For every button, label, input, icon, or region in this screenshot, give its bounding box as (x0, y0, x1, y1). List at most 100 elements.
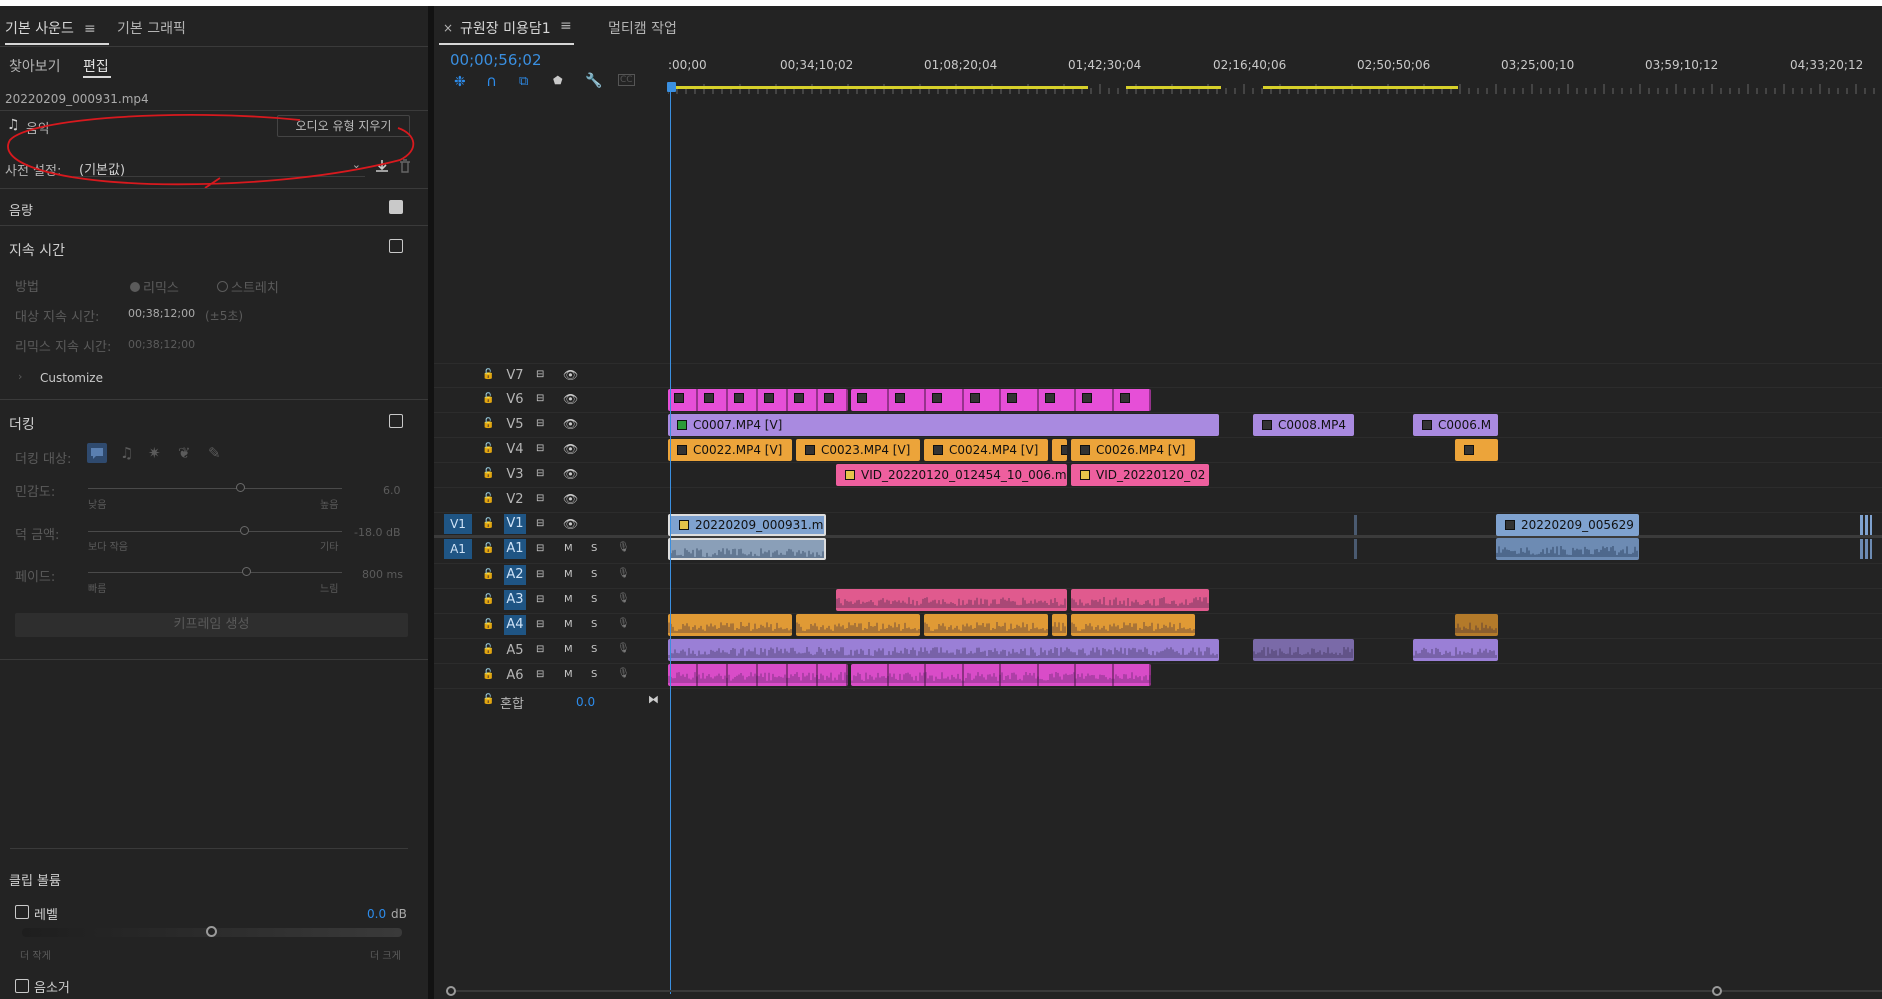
close-icon[interactable]: × (443, 21, 454, 35)
track-name[interactable]: A4 (504, 615, 526, 635)
sensitivity-value[interactable]: 6.0 (383, 484, 401, 497)
video-clip[interactable]: C0008.MP4 (1253, 414, 1354, 436)
menu-icon[interactable]: ≡ (84, 21, 96, 37)
video-clip[interactable]: VID_20220120_012454_10_006.m (836, 464, 1067, 486)
clip-segment[interactable] (728, 664, 758, 686)
duck-against-sfx-icon[interactable]: ✷ (148, 444, 161, 462)
clip-segment[interactable] (926, 389, 964, 411)
sync-lock-icon[interactable]: ⊟ (536, 468, 545, 479)
mic-icon[interactable]: 🎙 (617, 542, 630, 553)
clip-segment[interactable] (758, 389, 788, 411)
snap-magnet-icon[interactable]: ∩ (486, 72, 497, 90)
customize-toggle[interactable]: Customize (40, 371, 103, 385)
audio-clip[interactable] (668, 538, 826, 560)
clip-segment[interactable] (889, 389, 926, 411)
mic-icon[interactable]: 🎙 (617, 643, 630, 654)
mute-track-button[interactable]: M (564, 569, 573, 580)
add-marker-icon[interactable]: ⬟ (553, 74, 563, 87)
clip-segment[interactable] (728, 389, 758, 411)
lock-icon[interactable]: 🔓 (482, 694, 495, 705)
lock-icon[interactable]: 🔓 (482, 669, 495, 680)
sensitivity-slider-track[interactable] (88, 488, 342, 489)
captions-icon[interactable]: CC (618, 74, 635, 86)
loudness-checkbox[interactable] (389, 200, 403, 214)
video-clip[interactable] (1052, 439, 1067, 461)
video-clip[interactable]: 20220209_005629 (1496, 514, 1639, 536)
lock-icon[interactable]: 🔓 (482, 569, 495, 580)
track-name[interactable]: V7 (506, 368, 524, 383)
clip-segment[interactable] (668, 664, 698, 686)
level-checkbox[interactable] (15, 905, 29, 919)
target-duration-value[interactable]: 00;38;12;00 (128, 307, 196, 320)
audio-clip[interactable] (1071, 614, 1195, 636)
lock-icon[interactable]: 🔓 (482, 594, 495, 605)
track-name[interactable]: V1 (504, 514, 526, 534)
audio-clip[interactable] (1071, 589, 1209, 611)
sync-lock-icon[interactable]: ⊟ (536, 569, 545, 580)
mute-track-button[interactable]: M (564, 669, 573, 680)
mute-checkbox[interactable] (15, 979, 29, 993)
video-clip[interactable]: C0023.MP4 [V] (796, 439, 920, 461)
sync-lock-icon[interactable]: ⊟ (536, 669, 545, 680)
track-name[interactable]: A1 (504, 539, 526, 559)
duck-amount-slider-track[interactable] (88, 531, 342, 532)
audio-clip[interactable] (836, 589, 1067, 611)
clip-segment[interactable] (851, 389, 889, 411)
duck-against-dialogue-icon[interactable] (87, 443, 107, 463)
video-clip[interactable]: C0026.MP4 [V] (1071, 439, 1195, 461)
level-slider-knob[interactable] (206, 926, 217, 937)
audio-clip[interactable] (924, 614, 1048, 636)
lock-icon[interactable]: 🔓 (482, 393, 495, 404)
track-name[interactable]: A2 (504, 565, 526, 585)
horizontal-scrollbar[interactable] (446, 986, 1882, 996)
solo-track-button[interactable]: S (591, 569, 598, 580)
clip-segment[interactable] (818, 664, 848, 686)
clip-segment[interactable] (698, 389, 728, 411)
clear-audio-type-button[interactable]: 오디오 유형 지우기 (277, 115, 410, 137)
lock-icon[interactable]: 🔓 (482, 493, 495, 504)
video-clip[interactable] (851, 389, 1151, 411)
ducking-checkbox[interactable] (389, 414, 403, 428)
mute-track-button[interactable]: M (564, 619, 573, 630)
clip-segment[interactable] (964, 389, 1001, 411)
chevron-right-icon[interactable]: › (18, 370, 23, 383)
audio-clip[interactable] (668, 639, 1219, 661)
clip-segment[interactable] (1001, 389, 1039, 411)
sync-lock-icon[interactable]: ⊟ (536, 418, 545, 429)
lock-icon[interactable]: 🔓 (482, 418, 495, 429)
scrollbar-handle-right[interactable] (1712, 986, 1722, 996)
track-name[interactable]: V3 (506, 467, 524, 482)
tab-browse[interactable]: 찾아보기 (9, 59, 61, 75)
duck-amount-slider-knob[interactable] (240, 526, 249, 535)
video-clip[interactable]: 20220209_000931.m (668, 514, 826, 536)
clip-segment[interactable] (818, 389, 848, 411)
lock-icon[interactable]: 🔓 (482, 468, 495, 479)
eye-icon[interactable]: 👁 (563, 517, 579, 531)
fade-value[interactable]: 800 ms (362, 568, 403, 581)
wrench-icon[interactable]: 🔧 (585, 73, 603, 89)
eye-icon[interactable]: 👁 (563, 417, 579, 431)
method-stretch-radio[interactable]: 스트레치 (217, 277, 279, 296)
sync-lock-icon[interactable]: ⊟ (536, 518, 545, 529)
source-patch-a1[interactable]: A1 (444, 539, 472, 559)
sync-lock-icon[interactable]: ⊟ (536, 369, 545, 380)
mix-volume-value[interactable]: 0.0 (576, 695, 596, 709)
eye-icon[interactable]: 👁 (563, 368, 579, 382)
video-clip[interactable] (1455, 439, 1498, 461)
audio-clip[interactable] (1253, 639, 1354, 661)
duck-against-music-icon[interactable]: ♫ (120, 444, 134, 462)
clip-segment[interactable] (758, 664, 788, 686)
panel-tab-essential-sound[interactable]: 기본 사운드 ≡ (5, 18, 96, 38)
lock-icon[interactable]: 🔓 (482, 543, 495, 554)
clip-segment[interactable] (788, 389, 818, 411)
sync-lock-icon[interactable]: ⊟ (536, 493, 545, 504)
mic-icon[interactable]: 🎙 (617, 668, 630, 679)
track-name[interactable]: V2 (506, 492, 524, 507)
menu-icon[interactable]: ≡ (560, 18, 572, 34)
scrollbar-handle-left[interactable] (446, 986, 456, 996)
duration-checkbox[interactable] (389, 239, 403, 253)
lock-icon[interactable]: 🔓 (482, 644, 495, 655)
sync-lock-icon[interactable]: ⊟ (536, 644, 545, 655)
duck-amount-value[interactable]: -18.0 dB (354, 526, 401, 539)
clip-segment[interactable] (1001, 664, 1039, 686)
